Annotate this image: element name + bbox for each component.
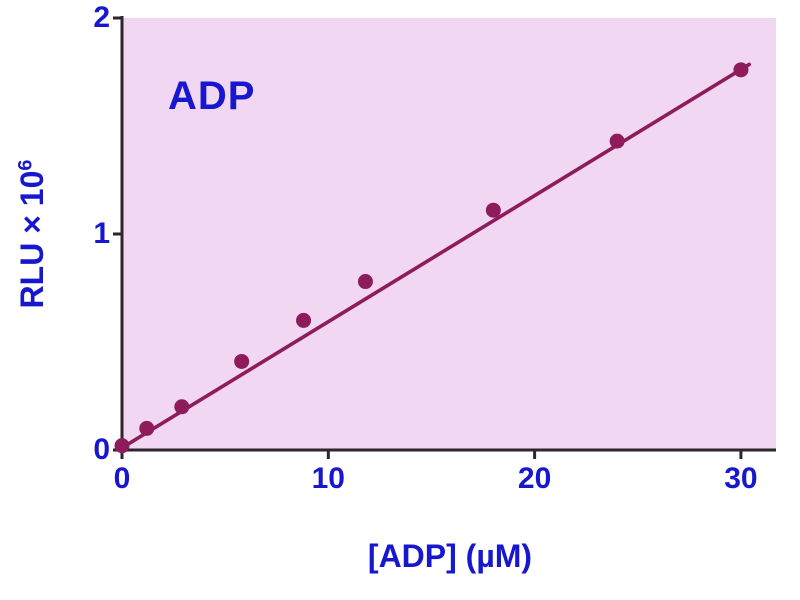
x-axis-label: [ADP] (µM) (367, 538, 533, 574)
data-point (609, 133, 625, 149)
data-point (485, 202, 501, 218)
y-axis-label-exponent: 6 (14, 159, 37, 171)
fit-line (120, 62, 751, 450)
y-tick-label: 0 (93, 433, 110, 466)
data-point (234, 353, 250, 369)
x-tick-label: 30 (724, 462, 758, 495)
data-point (296, 312, 312, 328)
x-tick-label: 0 (113, 462, 131, 495)
data-point (357, 274, 373, 290)
chart-title: ADP (168, 74, 256, 118)
y-tick-label: 1 (93, 217, 110, 250)
x-tick-label: 20 (517, 462, 552, 495)
data-point (139, 420, 155, 436)
data-point (174, 399, 190, 415)
x-tick-label: 10 (311, 462, 345, 495)
plot-area (122, 18, 776, 450)
data-point (733, 62, 749, 78)
y-tick-label: 2 (93, 1, 110, 34)
data-point (114, 438, 130, 454)
